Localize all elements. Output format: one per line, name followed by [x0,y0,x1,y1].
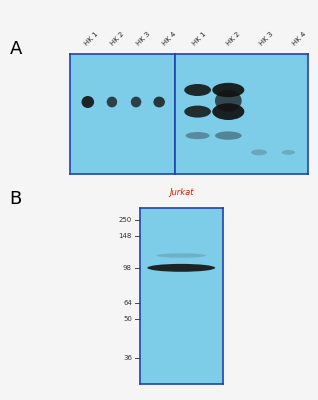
Ellipse shape [153,97,165,107]
Text: HK 3: HK 3 [258,31,274,47]
Ellipse shape [212,83,244,97]
Text: HK 3: HK 3 [135,31,151,47]
Text: B: B [10,190,22,208]
Ellipse shape [215,90,242,112]
Text: A: A [10,40,22,58]
Ellipse shape [282,150,295,155]
Text: 64: 64 [123,300,132,306]
Ellipse shape [107,97,117,107]
Text: HK 1: HK 1 [191,31,208,47]
Ellipse shape [131,97,141,107]
Ellipse shape [186,132,210,139]
Text: HK 4: HK 4 [292,31,308,47]
Ellipse shape [212,103,244,120]
Text: 98: 98 [123,265,132,271]
Ellipse shape [184,106,211,118]
Text: 148: 148 [119,233,132,239]
Ellipse shape [184,84,211,96]
Text: HK 1: HK 1 [83,31,99,47]
Ellipse shape [81,96,94,108]
Text: 250: 250 [119,217,132,223]
Ellipse shape [147,264,215,272]
Ellipse shape [215,132,242,140]
Text: HK 2: HK 2 [109,31,125,47]
Ellipse shape [251,150,267,156]
Text: 50: 50 [123,316,132,322]
Text: HK 2: HK 2 [225,31,241,47]
Text: HK 4: HK 4 [162,31,178,47]
Text: Jurkat: Jurkat [169,188,194,198]
Text: 36: 36 [123,354,132,361]
Ellipse shape [156,253,206,258]
